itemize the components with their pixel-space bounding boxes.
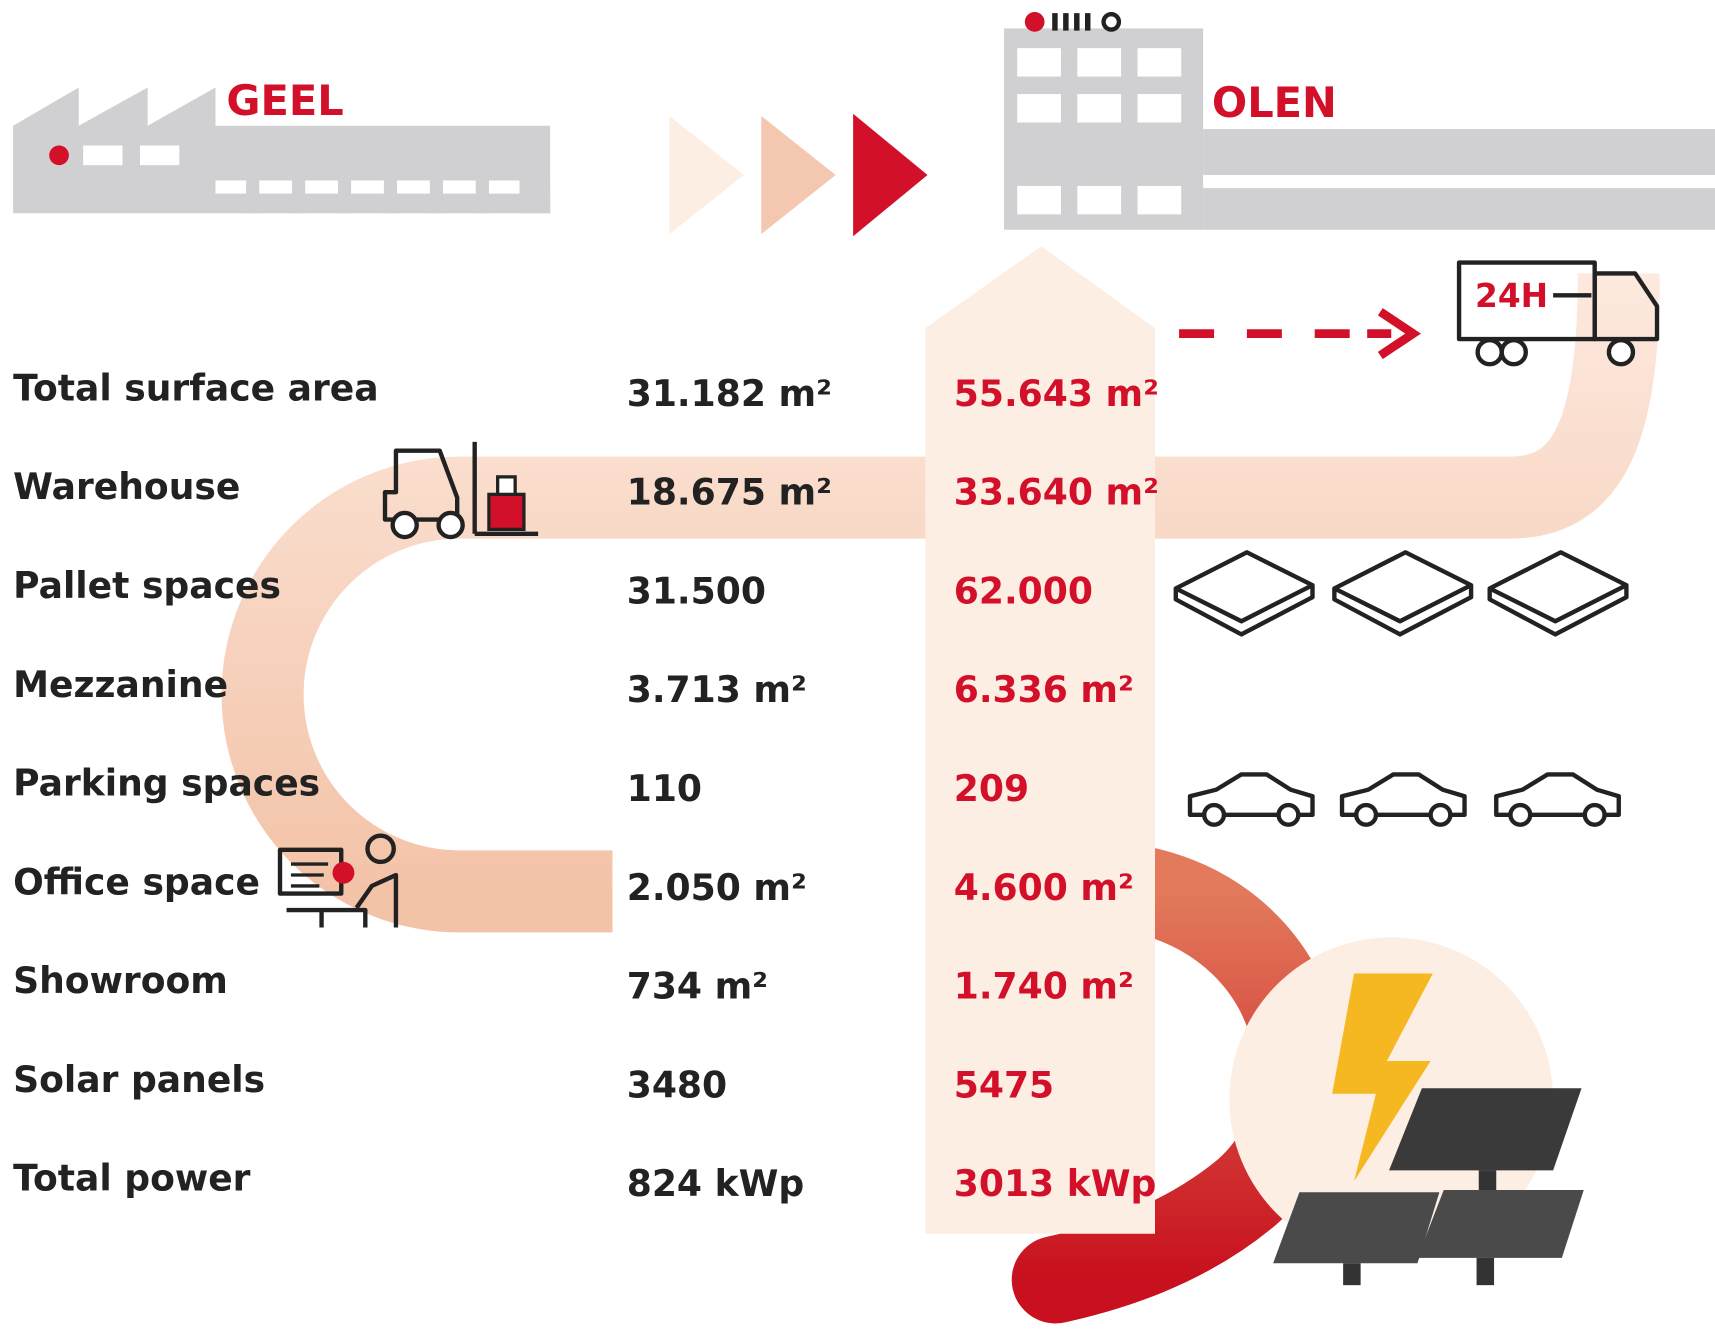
geel-value: 31.182 m² [627, 373, 832, 415]
geel-value: 3.713 m² [627, 669, 807, 711]
olen-value: 55.643 m² [954, 373, 1159, 415]
olen-building [1004, 12, 1715, 230]
row-label: Total power [13, 1158, 251, 1200]
geel-value: 824 kWp [627, 1163, 804, 1205]
olen-value: 3013 kWp [954, 1163, 1157, 1205]
row-label: Parking spaces [13, 763, 320, 805]
row-label: Office space [13, 861, 260, 903]
truck-label: 24H [1475, 277, 1548, 315]
row-label: Pallet spaces [13, 565, 281, 607]
to-label: OLEN [1212, 78, 1337, 127]
row-label: Total surface area [13, 367, 378, 409]
olen-value: 33.640 m² [954, 472, 1159, 514]
geel-value: 734 m² [627, 966, 768, 1008]
from-label: GEEL [226, 76, 343, 125]
geel-value: 3480 [627, 1064, 727, 1106]
geel-value: 110 [627, 768, 702, 810]
olen-value: 6.336 m² [954, 669, 1134, 711]
geel-value: 18.675 m² [627, 472, 832, 514]
row-label: Warehouse [13, 466, 240, 508]
geel-value: 2.050 m² [627, 867, 807, 909]
row-label: Mezzanine [13, 664, 228, 706]
row-label: Showroom [13, 960, 228, 1002]
olen-value: 5475 [954, 1064, 1054, 1106]
infographic: GEEL OLEN 24H Total surface area 31.182 m… [0, 0, 1715, 1330]
geel-value: 31.500 [627, 570, 766, 612]
olen-value: 4.600 m² [954, 867, 1134, 909]
olen-value: 1.740 m² [954, 966, 1134, 1008]
pallet-icons [1176, 552, 1627, 634]
row-label: Solar panels [13, 1059, 265, 1101]
car-icons [1190, 774, 1619, 824]
olen-value: 209 [954, 768, 1029, 810]
olen-value: 62.000 [954, 570, 1093, 612]
